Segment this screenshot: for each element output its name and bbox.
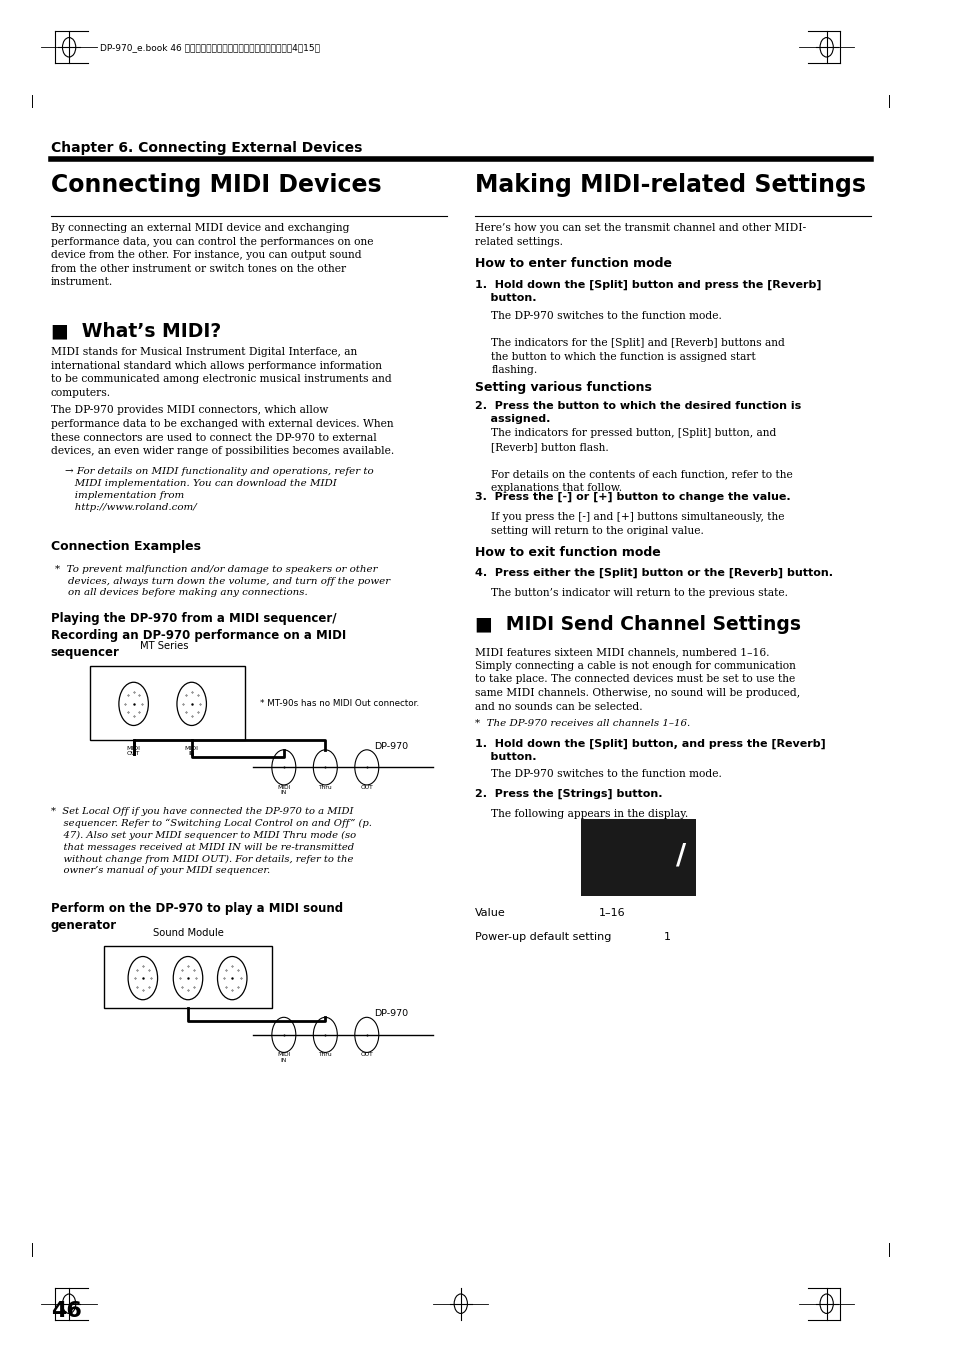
Text: By connecting an external MIDI device and exchanging
performance data, you can c: By connecting an external MIDI device an…	[51, 223, 373, 288]
Text: How to enter function mode: How to enter function mode	[475, 257, 671, 270]
Text: MIDI stands for Musical Instrument Digital Interface, an
international standard : MIDI stands for Musical Instrument Digit…	[51, 347, 391, 399]
Text: DP-970: DP-970	[374, 742, 408, 751]
Text: 1: 1	[663, 932, 670, 942]
Text: /: /	[676, 842, 685, 870]
Text: Value: Value	[475, 908, 505, 917]
Text: Setting various functions: Setting various functions	[475, 381, 651, 394]
Text: Power-up default setting: Power-up default setting	[475, 932, 610, 942]
Text: * MT-90s has no MIDI Out connector.: * MT-90s has no MIDI Out connector.	[259, 700, 418, 708]
Text: OUT: OUT	[360, 785, 373, 790]
Text: Thru: Thru	[318, 785, 332, 790]
Text: The DP-970 provides MIDI connectors, which allow
performance data to be exchange: The DP-970 provides MIDI connectors, whi…	[51, 405, 394, 457]
Text: 1.  Hold down the [Split] button, and press the [Reverb]
    button.: 1. Hold down the [Split] button, and pre…	[475, 739, 824, 762]
Text: *  Set Local Off if you have connected the DP-970 to a MIDI
    sequencer. Refer: * Set Local Off if you have connected th…	[51, 807, 371, 875]
Text: The button’s indicator will return to the previous state.: The button’s indicator will return to th…	[491, 588, 787, 597]
Text: ■  What’s MIDI?: ■ What’s MIDI?	[51, 322, 221, 340]
Text: The indicators for pressed button, [Split] button, and
[Reverb] button flash.

F: The indicators for pressed button, [Spli…	[491, 428, 792, 493]
Text: Thru: Thru	[318, 1052, 332, 1058]
Text: The DP-970 switches to the function mode.

The indicators for the [Split] and [R: The DP-970 switches to the function mode…	[491, 311, 784, 376]
Text: Connection Examples: Connection Examples	[51, 540, 200, 554]
FancyBboxPatch shape	[104, 946, 272, 1008]
Text: OUT: OUT	[360, 1052, 373, 1058]
Text: *  The DP-970 receives all channels 1–16.: * The DP-970 receives all channels 1–16.	[475, 719, 689, 728]
FancyBboxPatch shape	[91, 666, 245, 740]
Text: 2.  Press the button to which the desired function is
    assigned.: 2. Press the button to which the desired…	[475, 401, 800, 424]
Text: DP-970: DP-970	[374, 1009, 408, 1019]
Text: MIDI
IN: MIDI IN	[277, 785, 291, 796]
Text: → For details on MIDI functionality and operations, refer to
   MIDI implementat: → For details on MIDI functionality and …	[65, 467, 373, 512]
Text: 1.  Hold down the [Split] button and press the [Reverb]
    button.: 1. Hold down the [Split] button and pres…	[475, 280, 821, 303]
Text: Perform on the DP-970 to play a MIDI sound
generator: Perform on the DP-970 to play a MIDI sou…	[51, 902, 342, 932]
Text: MIDI features sixteen MIDI channels, numbered 1–16.
Simply connecting a cable is: MIDI features sixteen MIDI channels, num…	[475, 647, 799, 712]
Text: MT Series: MT Series	[140, 642, 188, 651]
Text: If you press the [-] and [+] buttons simultaneously, the
setting will return to : If you press the [-] and [+] buttons sim…	[491, 512, 784, 535]
Text: Sound Module: Sound Module	[153, 928, 224, 938]
Text: 4.  Press either the [Split] button or the [Reverb] button.: 4. Press either the [Split] button or th…	[475, 567, 832, 578]
Text: The following appears in the display.: The following appears in the display.	[491, 809, 688, 819]
Text: 1–16: 1–16	[598, 908, 625, 917]
Text: Here’s how you can set the transmit channel and other MIDI-
related settings.: Here’s how you can set the transmit chan…	[475, 223, 805, 246]
Text: MIDI
OUT: MIDI OUT	[127, 746, 140, 757]
Text: DP-970_e.book 46 ページ２００５年１０月７日　金曜日　午後4時15分: DP-970_e.book 46 ページ２００５年１０月７日 金曜日 午後4時1…	[99, 43, 319, 51]
Text: ■  MIDI Send Channel Settings: ■ MIDI Send Channel Settings	[475, 615, 800, 634]
Text: Making MIDI-related Settings: Making MIDI-related Settings	[475, 173, 864, 197]
Text: Connecting MIDI Devices: Connecting MIDI Devices	[51, 173, 381, 197]
Text: Chapter 6. Connecting External Devices: Chapter 6. Connecting External Devices	[51, 141, 362, 154]
Text: *  To prevent malfunction and/or damage to speakers or other
    devices, always: * To prevent malfunction and/or damage t…	[55, 565, 390, 597]
Text: MIDI
IN: MIDI IN	[277, 1052, 291, 1063]
FancyBboxPatch shape	[580, 819, 695, 896]
Text: 2.  Press the [Strings] button.: 2. Press the [Strings] button.	[475, 789, 661, 800]
Text: 46: 46	[51, 1301, 81, 1321]
Text: How to exit function mode: How to exit function mode	[475, 546, 659, 559]
Text: The DP-970 switches to the function mode.: The DP-970 switches to the function mode…	[491, 769, 721, 778]
Text: 3.  Press the [-] or [+] button to change the value.: 3. Press the [-] or [+] button to change…	[475, 492, 789, 503]
Text: MIDI
IN: MIDI IN	[185, 746, 198, 757]
Text: Playing the DP-970 from a MIDI sequencer/
Recording an DP-970 performance on a M: Playing the DP-970 from a MIDI sequencer…	[51, 612, 346, 659]
